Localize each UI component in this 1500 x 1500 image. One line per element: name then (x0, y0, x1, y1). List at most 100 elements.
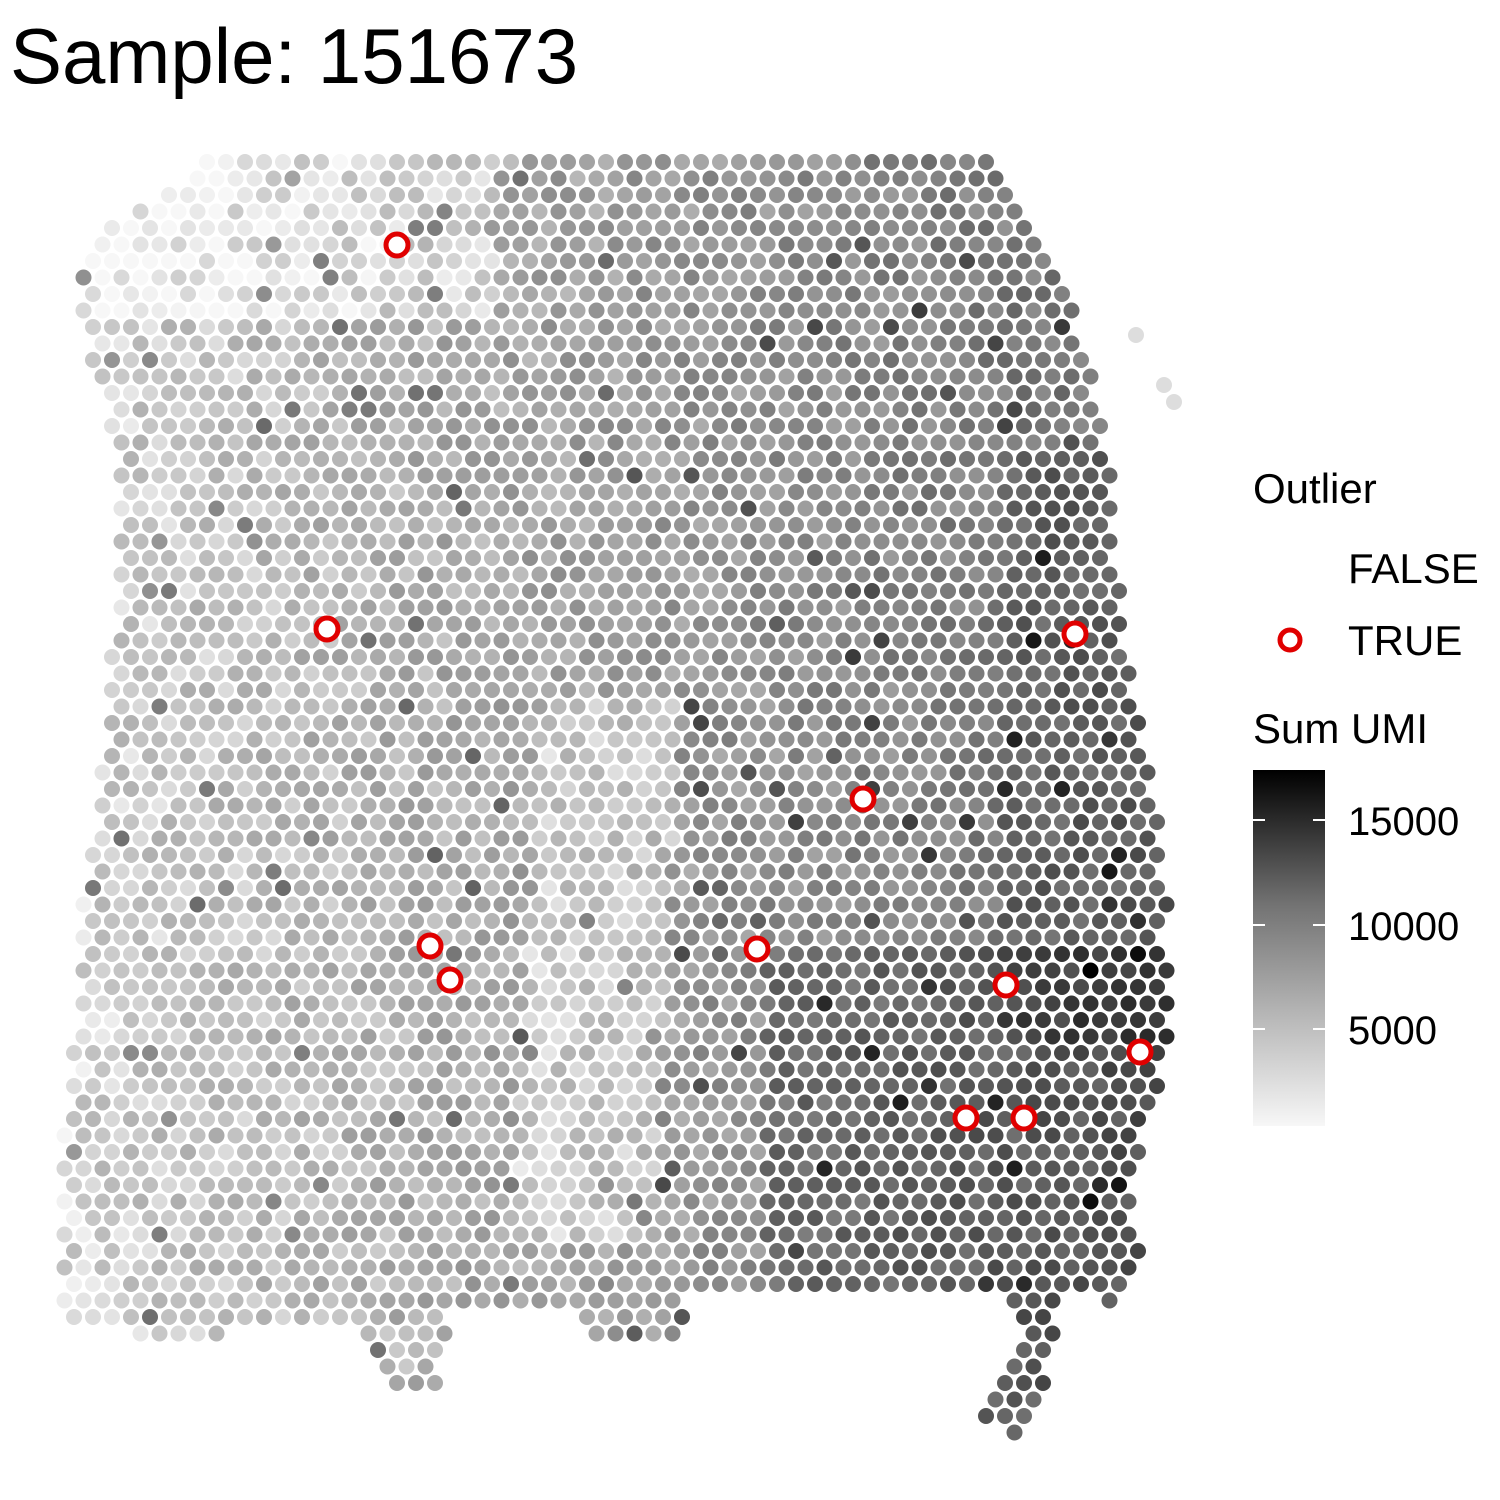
spot-point (731, 1012, 747, 1028)
spot-point (332, 253, 348, 269)
spot-point (712, 154, 728, 170)
spot-point (664, 269, 681, 286)
spot-point (712, 1210, 728, 1226)
spot-point (940, 946, 956, 962)
spot-point (531, 731, 548, 748)
spot-point (873, 698, 890, 715)
spot-point (180, 319, 196, 335)
spot-point (531, 797, 548, 814)
spot-point (968, 929, 985, 946)
spot-point (1006, 533, 1023, 550)
spot-point (493, 236, 510, 253)
spot-point (968, 1259, 985, 1276)
spot-point (322, 1259, 339, 1276)
spot-point (645, 995, 662, 1012)
spot-point (218, 781, 234, 797)
spot-point (911, 170, 928, 187)
spot-point (142, 352, 158, 368)
spot-point (294, 1144, 310, 1160)
spot-point (1016, 1408, 1032, 1424)
spot-point (826, 979, 842, 995)
spot-point (85, 1012, 101, 1028)
spot-point (607, 896, 624, 913)
spot-point (351, 1243, 367, 1259)
spot-point (740, 1193, 757, 1210)
spot-point (864, 1243, 880, 1259)
spot-point (598, 583, 614, 599)
spot-point (626, 1292, 643, 1309)
spot-point (550, 533, 567, 550)
spot-point (389, 1177, 405, 1193)
spot-point (740, 170, 757, 187)
spot-point (379, 731, 396, 748)
spot-point (237, 748, 253, 764)
spot-point (1139, 1094, 1156, 1111)
spot-point (664, 962, 681, 979)
spot-point (446, 1045, 462, 1061)
spot-point (1111, 1111, 1127, 1127)
spot-point (902, 715, 918, 731)
spot-point (180, 1012, 196, 1028)
spot-point (1101, 1226, 1118, 1243)
spot-point (579, 748, 595, 764)
spot-point (417, 203, 434, 220)
spot-point (1044, 1292, 1061, 1309)
spot-point (1111, 1276, 1127, 1292)
spot-point (427, 418, 443, 434)
spot-point (151, 830, 168, 847)
spot-point (598, 682, 614, 698)
spot-point (303, 962, 320, 979)
spot-point (218, 1012, 234, 1028)
spot-point (218, 1243, 234, 1259)
spot-point (408, 781, 424, 797)
spot-point (759, 335, 776, 352)
spot-point (921, 814, 937, 830)
spot-point (569, 269, 586, 286)
spot-point (170, 302, 187, 319)
spot-point (104, 1276, 120, 1292)
spot-point (1130, 748, 1146, 764)
spot-point (645, 1193, 662, 1210)
spot-point (579, 286, 595, 302)
spot-point (607, 401, 624, 418)
spot-point (1006, 995, 1023, 1012)
spot-point (1139, 962, 1156, 979)
spot-point (1120, 797, 1137, 814)
spot-point (864, 946, 880, 962)
spot-point (446, 880, 462, 896)
spot-point (1082, 1094, 1099, 1111)
spot-point (788, 847, 804, 863)
spot-point (930, 1193, 947, 1210)
spot-point (313, 1111, 329, 1127)
spot-point (816, 236, 833, 253)
spot-point (265, 1061, 282, 1078)
spot-point (294, 1309, 310, 1325)
spot-point (294, 583, 310, 599)
spot-point (85, 1078, 101, 1094)
spot-point (1073, 913, 1089, 929)
spot-point (797, 665, 814, 682)
spot-point (759, 1127, 776, 1144)
spot-point (294, 286, 310, 302)
spot-point (303, 401, 320, 418)
spot-point (721, 863, 738, 880)
spot-point (417, 830, 434, 847)
spot-point (655, 154, 671, 170)
spot-point (626, 1259, 643, 1276)
spot-point (1111, 682, 1127, 698)
spot-point (807, 484, 823, 500)
spot-point (151, 1325, 168, 1342)
spot-point (550, 731, 567, 748)
spot-point (569, 599, 586, 616)
spot-point (750, 1177, 766, 1193)
spot-point (341, 929, 358, 946)
spot-point (322, 1292, 339, 1309)
spot-point (123, 550, 139, 566)
spot-point (997, 517, 1013, 533)
spot-point (246, 335, 263, 352)
spot-point (1044, 698, 1061, 715)
spot-point (246, 1028, 263, 1045)
spot-point (161, 1111, 177, 1127)
spot-point (332, 484, 348, 500)
spot-point (85, 1045, 101, 1061)
